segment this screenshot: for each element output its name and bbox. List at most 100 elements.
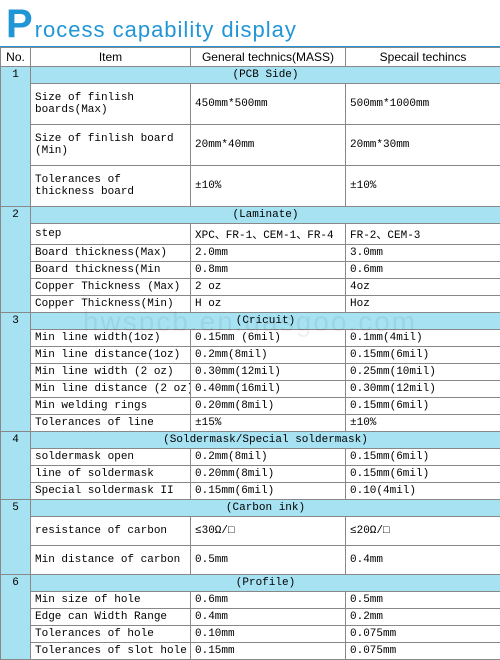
item-cell: Board thickness(Min <box>31 262 191 279</box>
general-cell: ≤30Ω/□ <box>191 517 346 546</box>
special-cell: 0.5mm <box>346 592 500 609</box>
title-rest: rocess capability display <box>35 17 297 43</box>
section-head: (PCB Side) <box>31 67 500 84</box>
special-cell: 0.4mm <box>346 546 500 575</box>
table-row: Min line width (2 oz)0.30mm(12mil)0.25mm… <box>1 364 500 381</box>
item-cell: soldermask open <box>31 449 191 466</box>
special-cell: Hoz <box>346 296 500 313</box>
item-cell: Min distance of carbon <box>31 546 191 575</box>
general-cell: 0.40mm(16mil) <box>191 381 346 398</box>
special-cell: 0.6mm <box>346 262 500 279</box>
special-cell: 0.075mm <box>346 643 500 660</box>
item-cell: step <box>31 224 191 245</box>
general-cell: 0.6mm <box>191 592 346 609</box>
item-cell: Special soldermask II <box>31 483 191 500</box>
item-cell: Tolerances of hole <box>31 626 191 643</box>
section-number: 6 <box>1 575 31 660</box>
item-cell: line of soldermask <box>31 466 191 483</box>
special-cell: ±10% <box>346 415 500 432</box>
general-cell: 0.15mm <box>191 643 346 660</box>
special-cell: 0.075mm <box>346 626 500 643</box>
section-number: 5 <box>1 500 31 575</box>
col-no: No. <box>1 48 31 67</box>
table-row: stepXPC、FR-1、CEM-1、FR-4FR-2、CEM-3 <box>1 224 500 245</box>
table-row: Tolerances of slot hole0.15mm0.075mm <box>1 643 500 660</box>
special-cell: 0.30mm(12mil) <box>346 381 500 398</box>
general-cell: ±15% <box>191 415 346 432</box>
section-head: (Carbon ink) <box>31 500 500 517</box>
table-row: Tolerances of hole0.10mm0.075mm <box>1 626 500 643</box>
general-cell: 0.5mm <box>191 546 346 575</box>
item-cell: Tolerances of line <box>31 415 191 432</box>
col-spec: Specail techincs <box>346 48 500 67</box>
section-header-row: 3(Cricuit) <box>1 313 500 330</box>
table-row: Copper Thickness(Min)H ozHoz <box>1 296 500 313</box>
item-cell: Size of finlish boards(Max) <box>31 84 191 125</box>
table-row: soldermask open0.2mm(8mil)0.15mm(6mil) <box>1 449 500 466</box>
general-cell: 0.20mm(8mil) <box>191 466 346 483</box>
section-number: 3 <box>1 313 31 432</box>
table-row: Min line distance (2 oz)0.40mm(16mil)0.3… <box>1 381 500 398</box>
table-row: Size of finlish boards(Max)450mm*500mm50… <box>1 84 500 125</box>
general-cell: 0.2mm(8mil) <box>191 347 346 364</box>
item-cell: resistance of carbon <box>31 517 191 546</box>
special-cell: 0.15mm(6mil) <box>346 466 500 483</box>
col-gen: General technics(MASS) <box>191 48 346 67</box>
table-row: Special soldermask II0.15mm(6mil)0.10(4m… <box>1 483 500 500</box>
section-number: 2 <box>1 207 31 313</box>
general-cell: 0.4mm <box>191 609 346 626</box>
table-row: Tolerances of line±15%±10% <box>1 415 500 432</box>
general-cell: H oz <box>191 296 346 313</box>
general-cell: 0.2mm(8mil) <box>191 449 346 466</box>
section-number: 1 <box>1 67 31 207</box>
general-cell: 0.20mm(8mil) <box>191 398 346 415</box>
general-cell: 0.15mm (6mil) <box>191 330 346 347</box>
item-cell: Min welding rings <box>31 398 191 415</box>
section-number: 4 <box>1 432 31 500</box>
table-row: Min size of hole0.6mm0.5mm <box>1 592 500 609</box>
title-initial: P <box>6 4 33 44</box>
special-cell: 0.2mm <box>346 609 500 626</box>
special-cell: 0.15mm(6mil) <box>346 398 500 415</box>
section-header-row: 6(Profile) <box>1 575 500 592</box>
item-cell: Tolerances of thickness board <box>31 166 191 207</box>
table-row: Min line distance(1oz)0.2mm(8mil)0.15mm(… <box>1 347 500 364</box>
col-item: Item <box>31 48 191 67</box>
special-cell: 0.15mm(6mil) <box>346 449 500 466</box>
table-row: Copper Thickness (Max)2 oz4oz <box>1 279 500 296</box>
table-row: Min welding rings0.20mm(8mil)0.15mm(6mil… <box>1 398 500 415</box>
section-header-row: 1(PCB Side) <box>1 67 500 84</box>
item-cell: Min line width(1oz) <box>31 330 191 347</box>
item-cell: Copper Thickness(Min) <box>31 296 191 313</box>
section-head: (Cricuit) <box>31 313 500 330</box>
special-cell: ±10% <box>346 166 500 207</box>
general-cell: 20mm*40mm <box>191 125 346 166</box>
special-cell: 4oz <box>346 279 500 296</box>
special-cell: 500mm*1000mm <box>346 84 500 125</box>
general-cell: ±10% <box>191 166 346 207</box>
table-row: resistance of carbon≤30Ω/□≤20Ω/□ <box>1 517 500 546</box>
general-cell: 0.10mm <box>191 626 346 643</box>
section-header-row: 5(Carbon ink) <box>1 500 500 517</box>
item-cell: Board thickness(Max) <box>31 245 191 262</box>
item-cell: Min size of hole <box>31 592 191 609</box>
item-cell: Min line distance(1oz) <box>31 347 191 364</box>
special-cell: 0.10(4mil) <box>346 483 500 500</box>
item-cell: Min line width (2 oz) <box>31 364 191 381</box>
special-cell: 0.15mm(6mil) <box>346 347 500 364</box>
general-cell: 0.15mm(6mil) <box>191 483 346 500</box>
general-cell: 2 oz <box>191 279 346 296</box>
item-cell: Edge can Width Range <box>31 609 191 626</box>
table-row: line of soldermask0.20mm(8mil)0.15mm(6mi… <box>1 466 500 483</box>
section-head: (Profile) <box>31 575 500 592</box>
table-row: Board thickness(Max)2.0mm3.0mm <box>1 245 500 262</box>
special-cell: 0.1mm(4mil) <box>346 330 500 347</box>
table-header-row: No. Item General technics(MASS) Specail … <box>1 48 500 67</box>
special-cell: 20mm*30mm <box>346 125 500 166</box>
section-head: (Soldermask/Special soldermask) <box>31 432 500 449</box>
table-row: Tolerances of thickness board±10%±10% <box>1 166 500 207</box>
general-cell: 450mm*500mm <box>191 84 346 125</box>
section-header-row: 4(Soldermask/Special soldermask) <box>1 432 500 449</box>
table-row: Min distance of carbon0.5mm0.4mm <box>1 546 500 575</box>
table-row: Board thickness(Min0.8mm0.6mm <box>1 262 500 279</box>
